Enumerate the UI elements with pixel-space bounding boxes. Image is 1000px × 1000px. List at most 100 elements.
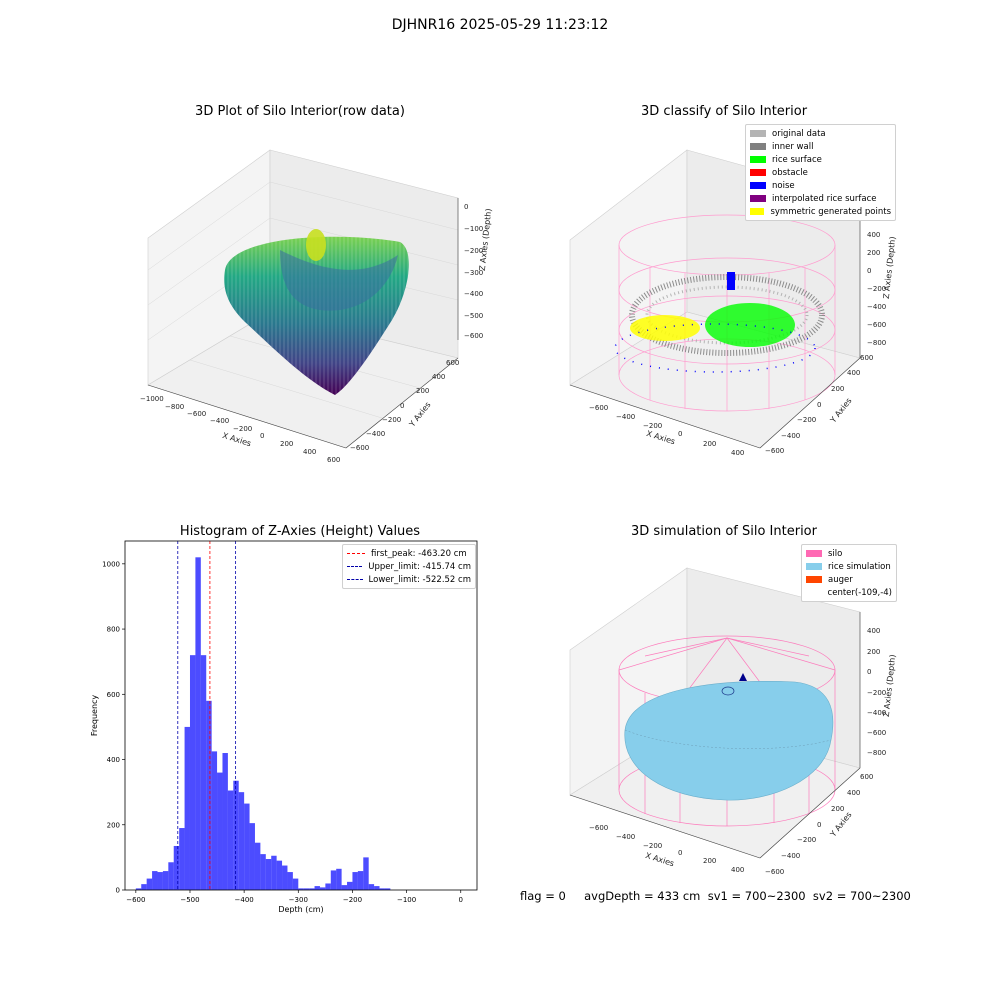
histogram-y-tick-label: 200 [107,821,120,829]
histogram-bar [254,842,261,890]
simulation-x-tick: 400 [731,866,744,874]
raw-y-tick: −600 [350,444,369,452]
classify-z-label: Z Axies (Depth) [882,236,898,299]
legend-label: auger [828,574,853,585]
histogram-x-tick-label: 0 [459,896,463,904]
raw-x-tick: −1000 [140,395,164,403]
histogram-bar [146,878,153,890]
simulation-legend: silo rice simulation auger center(-109,-… [801,544,897,602]
histogram-bars [135,557,391,890]
simulation-y-tick: −600 [765,868,784,876]
legend-item-silo: silo [806,547,892,560]
simulation-z-tick: 400 [867,627,880,635]
legend-item-center: center(-109,-4) [806,586,892,599]
raw-x-tick: 400 [303,448,316,456]
histogram-bar [309,888,315,890]
classify-x-tick: −400 [616,413,635,421]
classify-y-tick: −200 [797,416,816,424]
raw-x-tick: 600 [327,456,340,464]
histogram-x-label: Depth (cm) [278,905,323,914]
raw-z-tick: −400 [464,290,483,298]
raw-z-tick: −500 [464,312,483,320]
histogram-x-tick-label: −300 [289,896,308,904]
histogram-bar [195,557,201,890]
raw-y-label: Y Axies [407,400,433,429]
histogram-bar [265,859,272,890]
legend-label: symmetric generated points [770,206,891,217]
histogram-x-tick-label: −100 [397,896,416,904]
simulation-y-tick: 0 [817,821,821,829]
legend-label: Lower_limit: -522.52 cm [368,574,471,585]
histogram-legend: first_peak: -463.20 cm Upper_limit: -415… [342,544,476,589]
classify-y-tick: −400 [781,432,800,440]
legend-line [347,553,365,554]
classify-x-tick: 0 [678,430,682,438]
histogram-bar [184,726,190,890]
legend-swatch [750,195,766,202]
raw-z-label: Z Axies (Depth) [478,208,494,271]
histogram-bar [368,884,375,890]
simulation-z-axis: 400 200 0 −200 −400 −600 −800 Z Axies (D… [859,612,897,768]
histogram-y-label: Frequency [90,695,99,737]
raw-x-tick: −800 [165,403,184,411]
legend-item-noise: noise [750,179,891,192]
classify-z-tick: 200 [867,249,880,257]
simulation-x-tick: −600 [589,824,608,832]
simulation-y-tick: 600 [860,773,873,781]
histogram-chart: −600 −500 −400 −300 −200 −100 0 0 200 400 600 800 1… [90,540,478,914]
classify-y-tick: 600 [860,354,873,362]
legend-line [347,579,363,580]
raw-x-tick: −600 [187,410,206,418]
legend-swatch [750,143,766,150]
raw-z-tick: −200 [464,247,483,255]
histogram-bar [325,883,331,890]
histogram-reference-lines [177,541,237,890]
classify-x-tick: 400 [731,449,744,457]
raw-x-label: X Axies [221,431,252,448]
legend-swatch [750,182,766,189]
classify-z-tick: 400 [867,231,880,239]
classify-x-tick: 200 [703,440,716,448]
classify-noise-cluster [727,272,735,290]
raw-bowl-inner [280,250,398,311]
legend-item-symmetric: symmetric generated points [750,205,891,218]
raw-x-tick: 200 [280,440,293,448]
simulation-y-tick: −200 [797,836,816,844]
histogram-bar [227,790,234,890]
histogram-bar [330,870,337,890]
histogram-bar [211,751,218,890]
legend-label: center(-109,-4) [827,587,892,598]
histogram-bar [298,888,304,890]
legend-swatch [806,589,822,596]
histogram-y-ticks: 0 200 400 600 800 1000 [102,560,125,895]
legend-label: rice surface [772,154,822,165]
raw-z-tick: −100 [464,225,483,233]
simulation-x-tick: 0 [678,849,682,857]
legend-item-upper-limit: Upper_limit: -415.74 cm [347,560,471,573]
legend-label: original data [772,128,826,139]
classify-noise-points [614,323,816,373]
legend-label: obstacle [772,167,808,178]
histogram-bar [319,887,326,890]
legend-label: inner wall [772,141,814,152]
histogram-bar [135,888,142,890]
figure-title: DJHNR16 2025-05-29 11:23:12 [391,17,609,33]
histogram-title: Histogram of Z-Axies (Height) Values [179,524,421,539]
simulation-y-tick: 400 [847,789,860,797]
histogram-bar [303,888,310,890]
histogram-bar [157,872,163,890]
simulation-z-tick: 0 [867,668,871,676]
classify-z-tick: 0 [867,267,871,275]
classify-original-points [645,285,809,345]
raw-y-tick: −400 [366,430,385,438]
classify-z-axis: 400 200 0 −200 −400 −600 −800 Z Axies (D… [859,198,898,358]
histogram-x-ticks: −600 −500 −400 −300 −200 −100 0 [126,890,463,904]
histogram-bar [179,828,185,890]
raw-high-points [306,229,326,261]
raw-3d-plot: 0 −100 −200 −300 −400 −500 −600 Z Axies … [140,149,494,464]
simulation-plot-title: 3D simulation of Silo Interior [631,524,817,539]
classify-y-tick: 0 [817,401,821,409]
legend-item-rice-surface: rice surface [750,153,891,166]
histogram-bar [260,854,266,890]
histogram-bar [173,845,180,890]
